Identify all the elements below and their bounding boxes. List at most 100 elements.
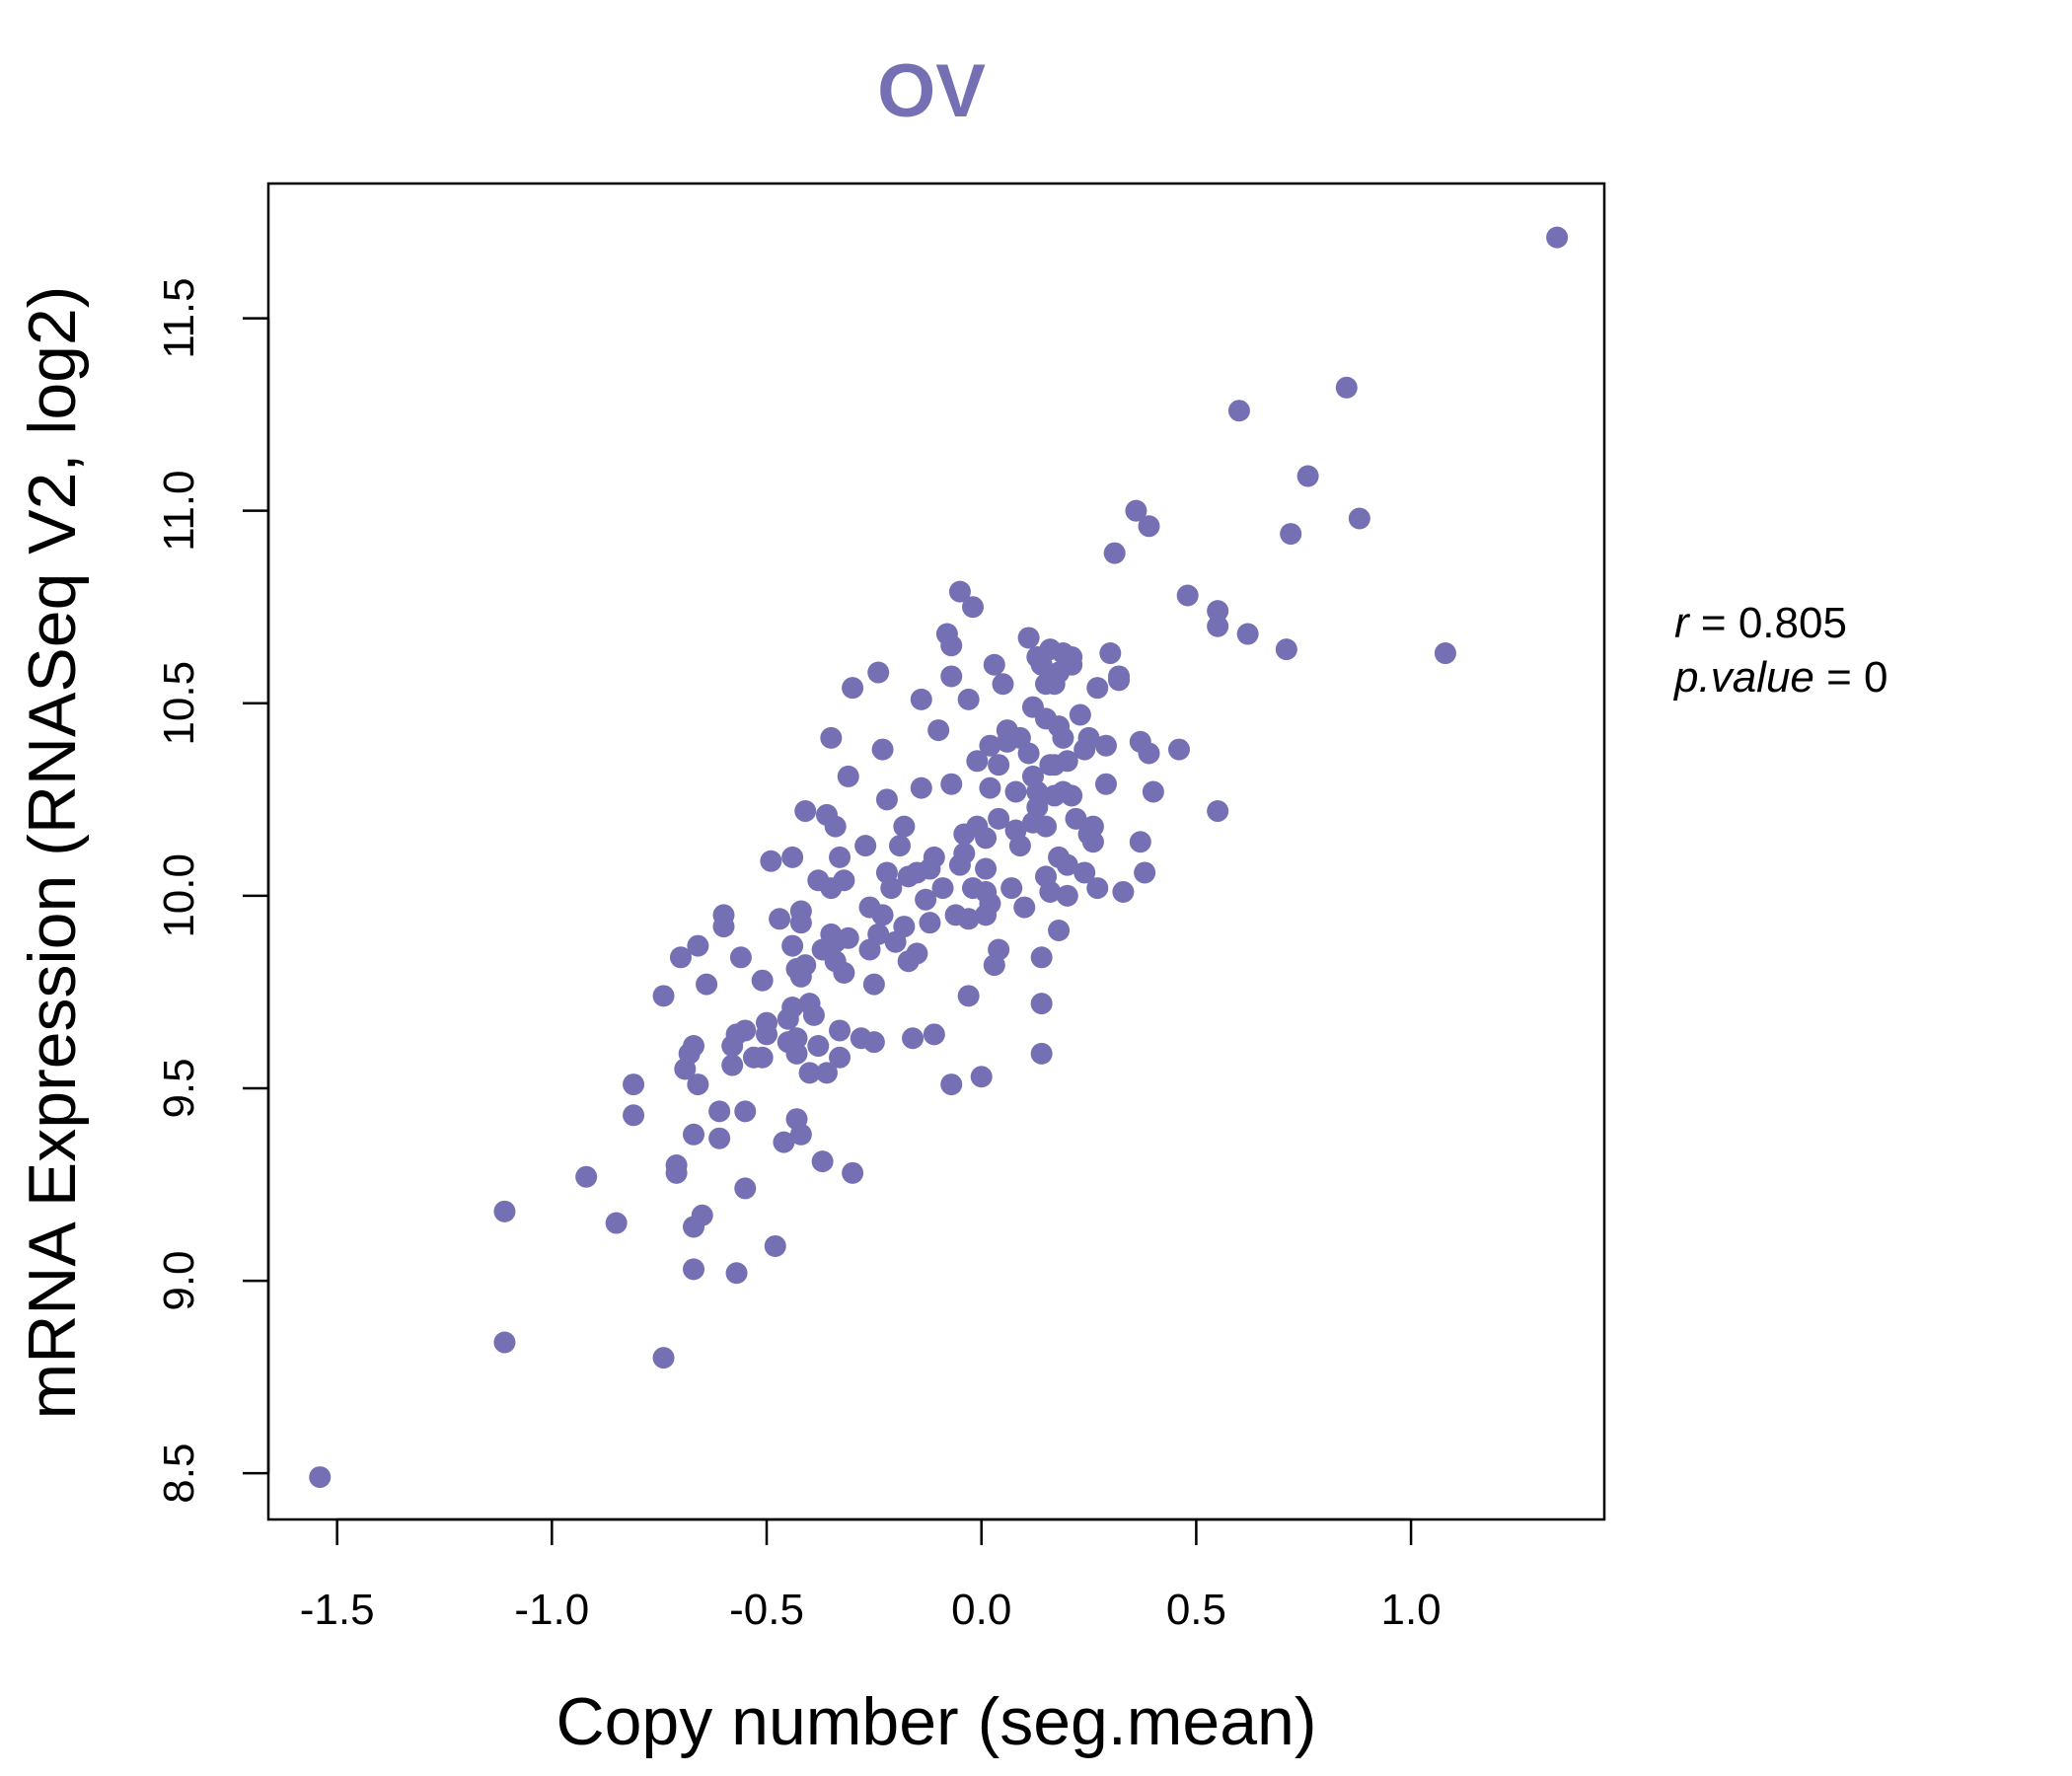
data-point	[940, 773, 963, 795]
data-point	[1348, 507, 1370, 530]
data-point	[789, 1123, 812, 1146]
data-point	[919, 912, 941, 934]
data-point	[910, 777, 932, 799]
p-equals: =	[1814, 653, 1864, 702]
data-point	[988, 754, 1010, 777]
data-point	[1061, 784, 1083, 807]
data-point	[1030, 993, 1053, 1015]
data-point	[862, 1031, 885, 1054]
p-value-stat: p.value = 0	[1672, 653, 1888, 702]
data-point	[940, 1073, 963, 1096]
data-point	[691, 1204, 713, 1226]
data-point	[760, 850, 782, 872]
data-point	[940, 665, 963, 688]
data-point	[789, 900, 812, 923]
y-tick-label: 8.5	[155, 1443, 203, 1504]
data-point	[708, 1100, 731, 1123]
data-point	[1167, 738, 1190, 761]
data-point	[309, 1466, 332, 1489]
data-point	[1056, 884, 1078, 907]
r-label: r	[1674, 599, 1691, 647]
data-point	[623, 1073, 645, 1096]
data-point	[623, 1104, 645, 1127]
data-point	[940, 634, 963, 657]
data-point	[1125, 499, 1147, 522]
data-point	[687, 1073, 709, 1096]
data-point	[781, 997, 804, 1019]
x-tick-label: 0.5	[1166, 1586, 1226, 1634]
data-point	[1013, 896, 1036, 919]
x-tick-label: -1.0	[514, 1586, 589, 1634]
data-point	[888, 835, 911, 857]
data-point	[687, 934, 709, 957]
data-point	[953, 842, 976, 864]
data-point	[988, 938, 1010, 961]
data-point	[1236, 623, 1259, 645]
data-point	[1138, 515, 1160, 538]
data-point	[811, 1150, 834, 1173]
data-point	[1026, 796, 1049, 819]
data-point	[1103, 542, 1126, 564]
data-point	[829, 1019, 851, 1042]
y-axis: 8.5 9.0 9.5 10.0 10.5 11.0 11.5	[155, 277, 270, 1504]
data-point	[862, 973, 885, 996]
data-point	[966, 750, 989, 773]
data-point	[1026, 780, 1049, 803]
correlation-stat: r = 0.805	[1674, 599, 1847, 647]
data-point	[1296, 465, 1319, 487]
data-point	[842, 677, 864, 700]
data-point	[906, 942, 928, 965]
data-point	[910, 688, 932, 710]
x-axis: -1.5 -1.0 -0.5 0.0 0.5 1.0	[300, 1517, 1442, 1634]
data-point	[605, 1212, 628, 1234]
y-axis-label: mRNA Expression (RNASeq V2, log2)	[15, 286, 90, 1420]
data-point	[794, 954, 817, 977]
data-point	[1176, 584, 1199, 607]
data-point	[769, 908, 791, 930]
data-point	[893, 815, 916, 838]
data-point	[1065, 807, 1087, 830]
data-point	[1112, 880, 1135, 903]
data-point	[893, 916, 916, 938]
data-point	[1077, 726, 1100, 749]
data-point	[957, 688, 980, 710]
data-point	[979, 777, 1001, 799]
data-point	[1017, 627, 1040, 649]
x-tick-label: 0.0	[951, 1586, 1011, 1634]
data-point	[902, 1027, 925, 1050]
data-point	[931, 877, 954, 900]
data-point	[833, 869, 855, 892]
x-axis-label: Copy number (seg.mean)	[555, 1684, 1316, 1759]
data-point	[923, 1023, 945, 1046]
data-point	[575, 1165, 598, 1188]
data-point	[992, 673, 1014, 696]
data-point	[751, 969, 774, 992]
data-point	[493, 1200, 516, 1222]
data-point	[829, 846, 851, 868]
data-point	[1069, 703, 1091, 726]
data-point	[1138, 742, 1160, 765]
data-point	[1081, 831, 1104, 853]
data-point	[734, 1177, 757, 1200]
data-point	[734, 1100, 757, 1123]
data-point	[1434, 642, 1456, 665]
data-point	[1280, 523, 1302, 546]
data-point	[957, 908, 980, 930]
data-point	[669, 946, 692, 969]
y-tick-label: 10.0	[155, 853, 203, 938]
data-point	[1017, 742, 1040, 765]
data-point	[802, 1003, 825, 1026]
data-point	[880, 877, 903, 900]
r-equals: =	[1689, 599, 1739, 647]
data-point	[875, 788, 898, 811]
data-point	[807, 1035, 830, 1058]
data-point	[1207, 600, 1229, 623]
data-point	[785, 1027, 808, 1050]
data-point	[927, 719, 950, 742]
data-point	[815, 1062, 838, 1084]
data-point	[957, 985, 980, 1007]
data-point	[1227, 400, 1250, 422]
data-point	[729, 946, 752, 969]
data-point	[970, 1066, 993, 1088]
